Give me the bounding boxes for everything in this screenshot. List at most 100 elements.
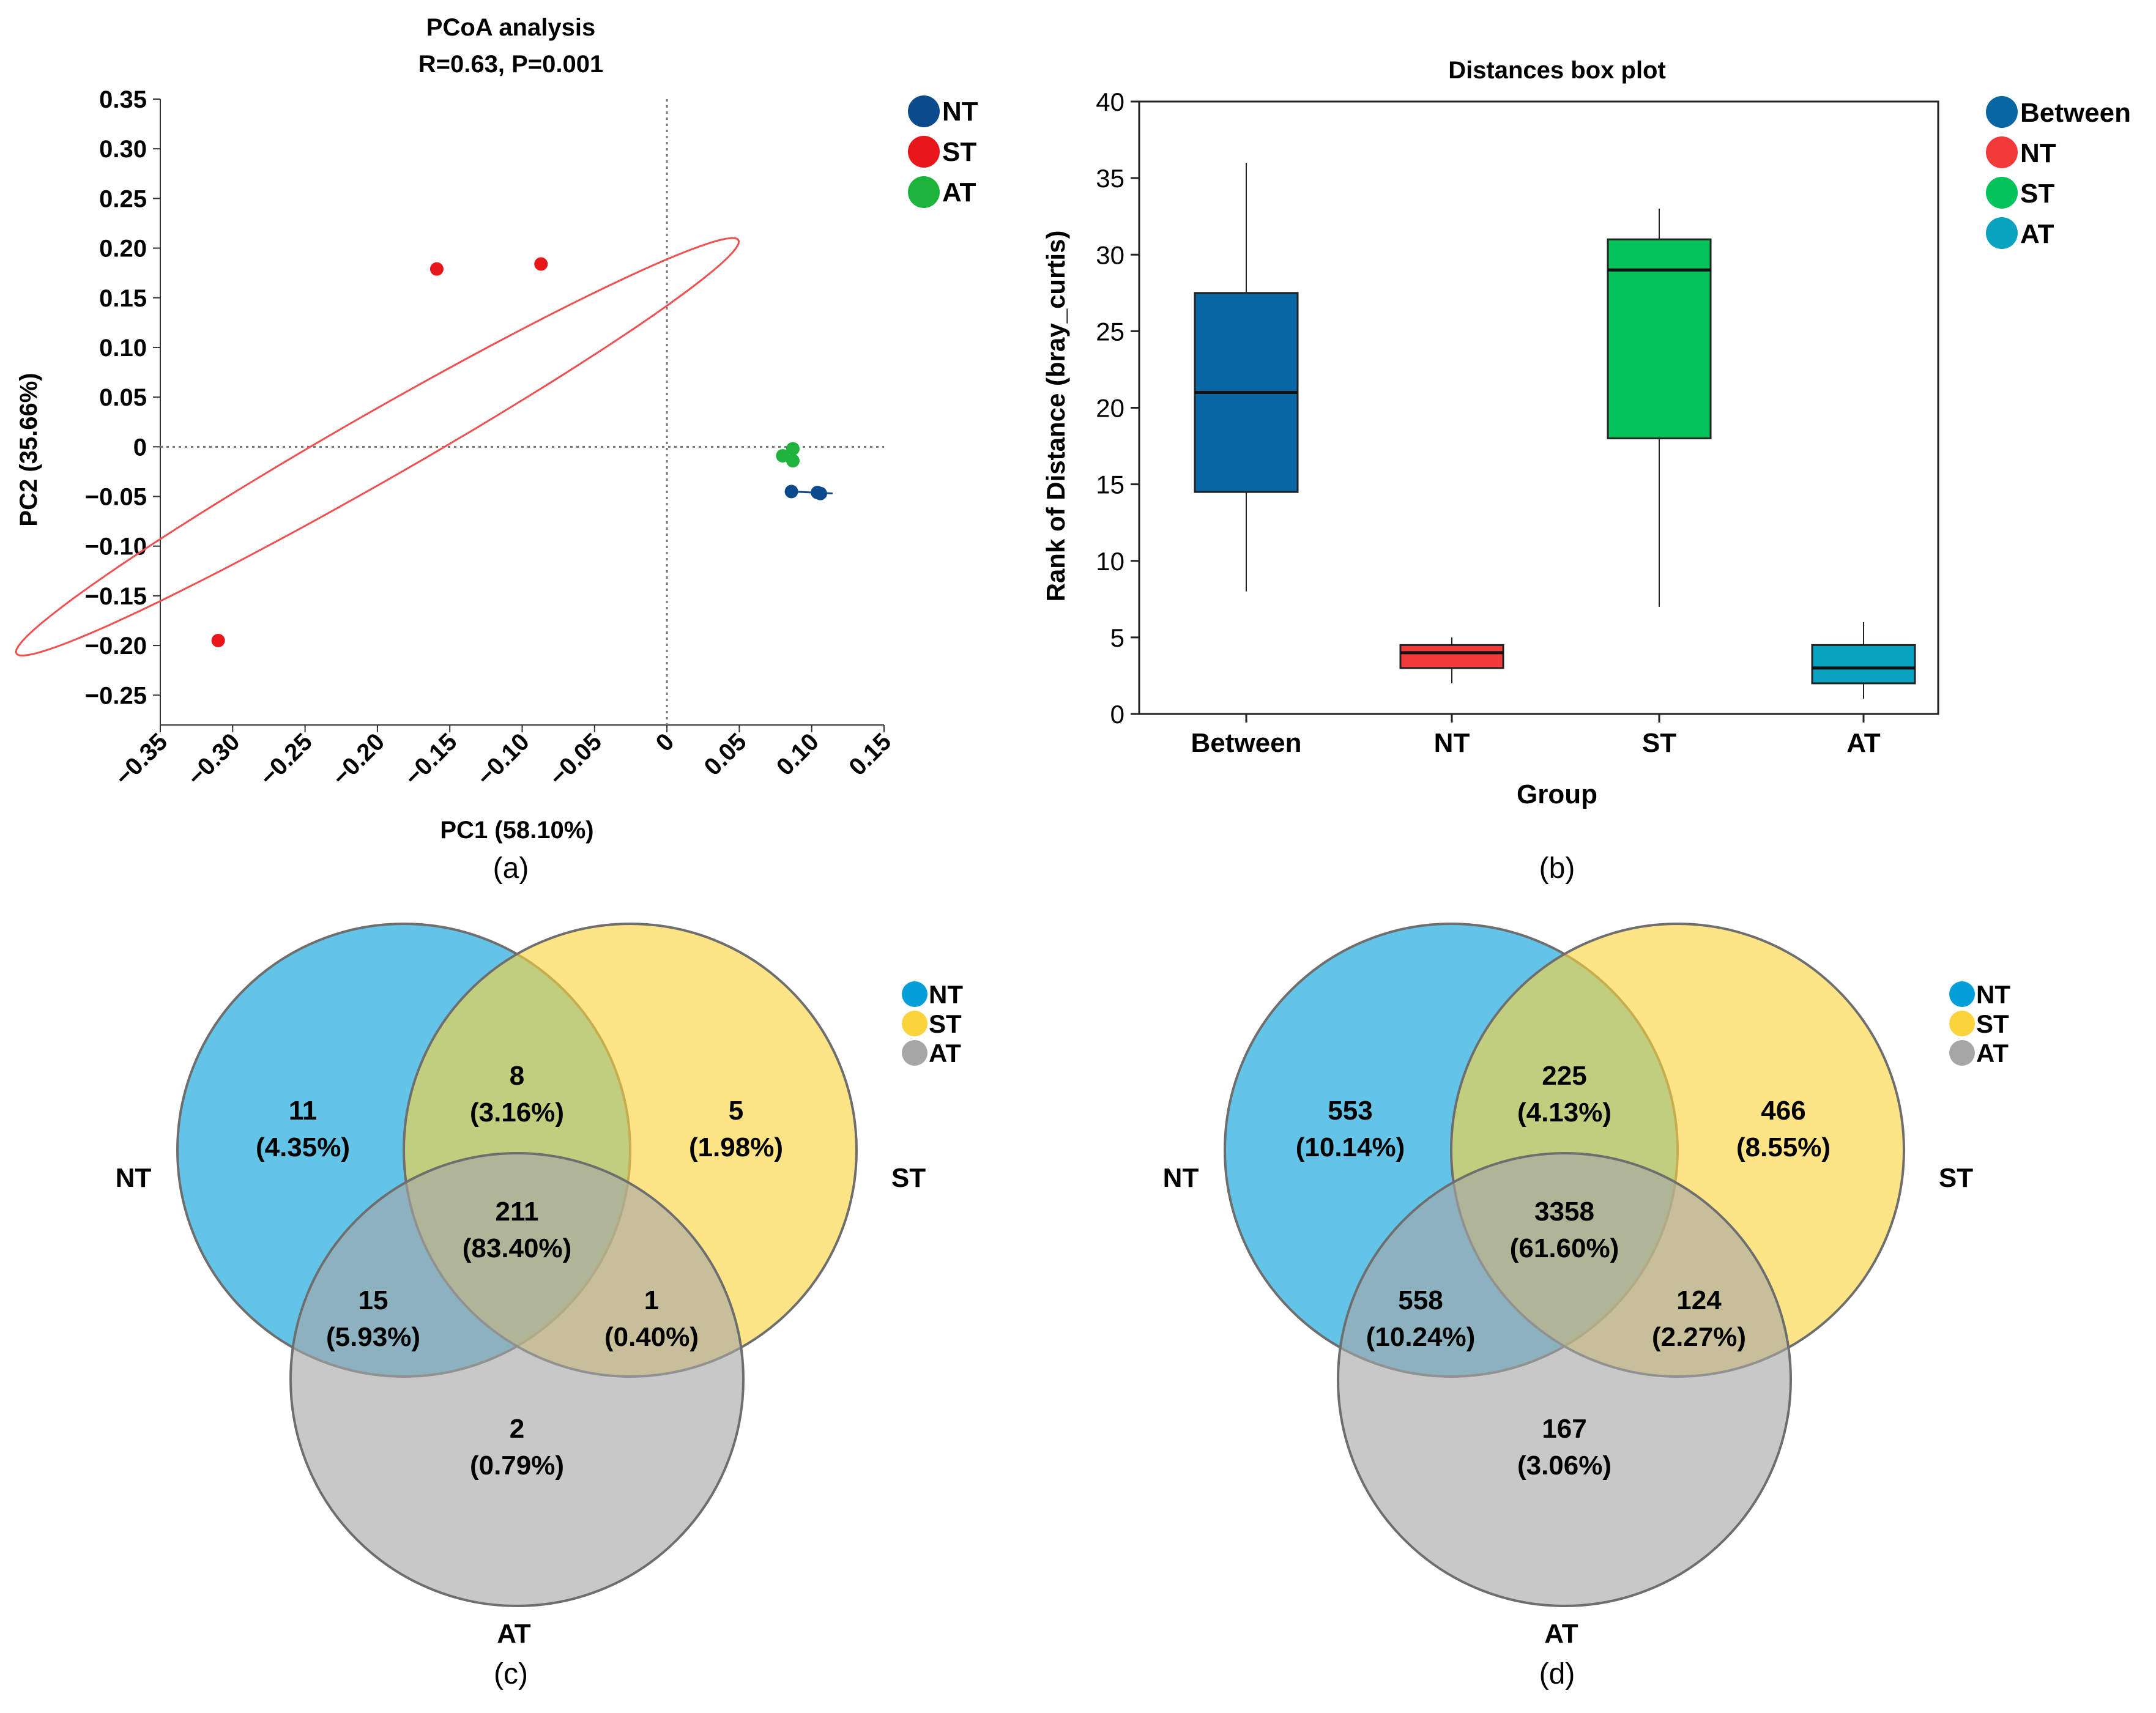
venn-set-label-st: ST xyxy=(1939,1163,1973,1193)
venn-region-nt-count: 553 xyxy=(1328,1096,1372,1126)
pcoa-ytick-label: 0.25 xyxy=(99,185,147,212)
pcoa-legend-swatch-at xyxy=(908,176,940,208)
venn-legend-label: AT xyxy=(929,1039,961,1068)
venn-legend-swatch-nt xyxy=(902,981,927,1007)
pcoa-point-st xyxy=(211,633,225,647)
pcoa-point-at xyxy=(786,442,800,456)
pcoa-xtick-label: −0.35 xyxy=(110,728,173,791)
venn-region-st-percent: (8.55%) xyxy=(1736,1132,1831,1162)
pcoa-xtick-label: 0.15 xyxy=(844,728,896,781)
caption-c: (c) xyxy=(494,1658,528,1690)
venn-region-nt-count: 11 xyxy=(289,1096,318,1126)
pcoa-xtick-label: 0 xyxy=(651,728,680,757)
venn-region-nt-st-at-count: 3358 xyxy=(1534,1197,1594,1227)
boxplot-box-nt xyxy=(1399,644,1504,669)
pcoa-ytick-label: −0.25 xyxy=(85,682,147,709)
pcoa-point-at xyxy=(786,454,800,468)
boxplot-ylabel: Rank of Distance (bray_curtis) xyxy=(1041,231,1070,602)
caption-a: (a) xyxy=(493,852,529,885)
boxplot-xtick-label: NT xyxy=(1434,728,1470,758)
boxplot-legend-label: Between xyxy=(2020,98,2131,128)
venn-panel-d: 553 (10.14%) 225 (4.13%) 466 (8.55%) 3358 (61.6… xyxy=(1163,923,2010,1649)
venn-set-label-at: AT xyxy=(497,1619,531,1649)
venn-legend-swatch-st xyxy=(1949,1011,1975,1036)
boxplot-legend-swatch-between xyxy=(1986,96,2018,128)
venn-region-at-percent: (0.79%) xyxy=(470,1451,564,1481)
venn-region-nt-at-percent: (5.93%) xyxy=(326,1322,420,1352)
boxplot-ytick-label: 25 xyxy=(1096,317,1124,346)
venn-region-st-percent: (1.98%) xyxy=(689,1132,783,1162)
pcoa-point-nt xyxy=(813,486,827,500)
boxplot-xtick-label: AT xyxy=(1846,728,1881,758)
pcoa-xtick-label: −0.10 xyxy=(472,728,535,791)
pcoa-xtick-label: −0.05 xyxy=(544,728,607,791)
boxplot-ytick-label: 20 xyxy=(1096,394,1124,423)
pcoa-ytick-label: −0.20 xyxy=(85,633,147,660)
venn-set-label-at: AT xyxy=(1544,1619,1578,1649)
pcoa-ytick-label: −0.05 xyxy=(85,484,147,511)
boxplot-ytick-label: 35 xyxy=(1096,164,1124,193)
venn-set-label-nt: NT xyxy=(116,1163,152,1193)
pcoa-legend-label: NT xyxy=(942,97,978,127)
boxplot-plot-area: 0 5 10 15 20 25 30 35 40 Between NT ST AT Between NT ST… xyxy=(1096,87,2131,758)
venn-region-st-at-percent: (2.27%) xyxy=(1652,1322,1746,1352)
venn-legend-label: ST xyxy=(1976,1009,2009,1038)
boxplot-title: Distances box plot xyxy=(1448,57,1666,84)
boxplot-ytick-label: 0 xyxy=(1110,700,1124,729)
pcoa-title: PCoA analysis xyxy=(426,14,595,41)
pcoa-ytick-label: 0.35 xyxy=(99,86,147,113)
pcoa-legend-swatch-nt xyxy=(908,95,940,127)
venn-legend-swatch-at xyxy=(1949,1040,1975,1066)
boxplot-ytick-label: 15 xyxy=(1096,470,1124,499)
venn-region-at-count: 167 xyxy=(1542,1414,1586,1444)
venn-region-st-at-count: 124 xyxy=(1676,1285,1722,1315)
pcoa-xtick-label: −0.20 xyxy=(327,728,390,791)
pcoa-ytick-label: −0.10 xyxy=(85,533,147,560)
pcoa-point-at xyxy=(776,448,790,463)
pcoa-legend-label: ST xyxy=(942,137,976,167)
pcoa-subtitle: R=0.63, P=0.001 xyxy=(418,51,603,78)
venn-region-st-at-percent: (0.40%) xyxy=(604,1322,699,1352)
pcoa-panel: PCoA analysis R=0.63, P=0.001 0.35 0.30 0.… xyxy=(15,14,978,885)
pcoa-ylabel: PC2 (35.66%) xyxy=(15,373,42,526)
venn-region-nt-st-at-count: 211 xyxy=(496,1197,539,1227)
boxplot-xtick-label: Between xyxy=(1191,728,1302,758)
venn-region-nt-percent: (4.35%) xyxy=(256,1132,350,1162)
venn-legend-label: NT xyxy=(1976,980,2010,1009)
boxplot-panel: Distances box plot 0 5 10 15 20 25 30 35 40 Betwe… xyxy=(1041,57,2131,885)
pcoa-xtick-label: −0.25 xyxy=(255,728,318,791)
pcoa-xtick-label: 0.05 xyxy=(699,728,752,781)
venn-region-st-at-count: 1 xyxy=(644,1285,659,1315)
venn-region-nt-st-at-percent: (61.60%) xyxy=(1510,1233,1619,1263)
venn-region-nt-at-count: 15 xyxy=(359,1285,388,1315)
boxplot-legend-swatch-at xyxy=(1986,217,2018,249)
venn-set-label-nt: NT xyxy=(1163,1163,1199,1193)
venn-set-label-st: ST xyxy=(891,1163,926,1193)
venn-region-nt-percent: (10.14%) xyxy=(1296,1132,1405,1162)
boxplot-box-at xyxy=(1811,644,1916,685)
boxplot-ytick-label: 30 xyxy=(1096,240,1124,269)
caption-d: (d) xyxy=(1539,1658,1575,1690)
pcoa-ytick-label: 0.10 xyxy=(99,335,147,362)
pcoa-ytick-label: 0 xyxy=(133,434,147,461)
venn-region-at-percent: (3.06%) xyxy=(1517,1451,1611,1481)
venn-region-nt-at-percent: (10.24%) xyxy=(1366,1322,1476,1352)
venn-region-at-count: 2 xyxy=(510,1414,524,1444)
boxplot-xlabel: Group xyxy=(1517,779,1597,809)
pcoa-ytick-label: 0.30 xyxy=(99,136,147,163)
venn-legend-swatch-nt xyxy=(1949,981,1975,1007)
venn-region-nt-st-count: 8 xyxy=(510,1061,524,1091)
pcoa-point-st xyxy=(429,262,444,276)
boxplot-ytick-label: 40 xyxy=(1096,87,1124,116)
venn-circle-at xyxy=(1337,1152,1792,1607)
venn-legend-swatch-st xyxy=(902,1011,927,1036)
venn-legend-label: ST xyxy=(929,1009,962,1038)
pcoa-ytick-label: 0.05 xyxy=(99,384,147,411)
boxplot-legend-label: ST xyxy=(2020,179,2054,209)
pcoa-legend-label: AT xyxy=(942,177,976,207)
pcoa-point-nt xyxy=(784,485,798,499)
venn-region-st-count: 466 xyxy=(1761,1096,1805,1126)
pcoa-xtick-label: −0.15 xyxy=(400,728,463,791)
venn-legend-swatch-at xyxy=(902,1040,927,1066)
